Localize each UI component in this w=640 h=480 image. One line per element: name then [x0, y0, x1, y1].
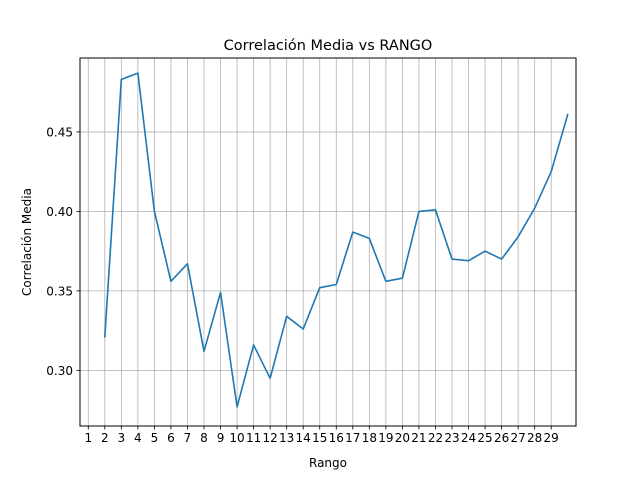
x-tick-label: 29	[544, 431, 559, 445]
x-tick-label: 1	[84, 431, 92, 445]
x-tick-label: 26	[494, 431, 509, 445]
x-tick-label: 10	[229, 431, 244, 445]
x-tick-label: 17	[345, 431, 360, 445]
y-tick-label: 0.35	[46, 284, 73, 298]
x-tick-label: 9	[217, 431, 225, 445]
x-tick-label: 15	[312, 431, 327, 445]
x-tick-label: 13	[279, 431, 294, 445]
y-axis-label: Correlación Media	[20, 188, 34, 296]
x-tick-label: 3	[118, 431, 126, 445]
x-axis-ticks: 1 2 3 4 5 6 7 8 9 10 11 12 13 14 15 16 17 18 19 20 21 22 23 24 2…	[84, 426, 559, 445]
grid	[80, 58, 576, 426]
x-tick-label: 24	[461, 431, 476, 445]
series-line	[104, 72, 569, 408]
x-tick-label: 21	[411, 431, 426, 445]
x-tick-label: 11	[246, 431, 261, 445]
y-tick-label: 0.30	[46, 364, 73, 378]
x-tick-label: 7	[184, 431, 192, 445]
x-tick-label: 20	[395, 431, 410, 445]
series-layer	[104, 72, 569, 408]
x-tick-label: 2	[101, 431, 109, 445]
x-tick-label: 23	[444, 431, 459, 445]
chart-title: Correlación Media vs RANGO	[224, 38, 433, 54]
x-tick-label: 8	[200, 431, 208, 445]
x-tick-label: 6	[167, 431, 175, 445]
x-tick-label: 16	[329, 431, 344, 445]
x-tick-label: 14	[296, 431, 311, 445]
x-tick-label: 28	[527, 431, 542, 445]
y-axis-ticks: 0.30 0.35 0.40 0.45	[46, 125, 80, 378]
x-axis-label: Rango	[309, 456, 347, 470]
x-tick-label: 22	[428, 431, 443, 445]
y-tick-label: 0.45	[46, 125, 73, 139]
x-tick-label: 12	[262, 431, 277, 445]
y-tick-label: 0.40	[46, 205, 73, 219]
x-tick-label: 18	[362, 431, 377, 445]
x-tick-label: 25	[477, 431, 492, 445]
x-tick-label: 4	[134, 431, 142, 445]
x-tick-label: 19	[378, 431, 393, 445]
x-tick-label: 27	[510, 431, 525, 445]
x-tick-label: 5	[151, 431, 159, 445]
plot-frame	[79, 57, 577, 427]
